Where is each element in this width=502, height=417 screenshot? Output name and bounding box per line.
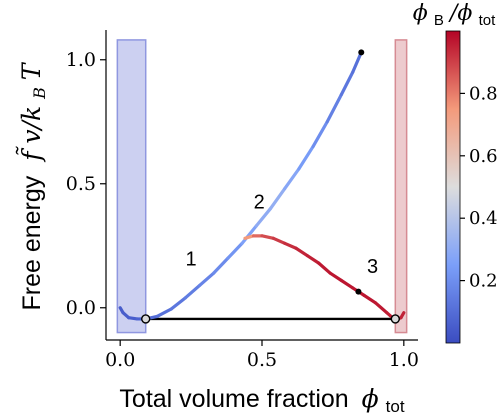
colorbar-gradient: [445, 30, 461, 344]
curve-segment: [399, 311, 406, 320]
y-axis-label-subscript: B: [30, 87, 49, 100]
x-axis-label-symbol: ϕ: [362, 384, 379, 413]
data-point: [358, 49, 365, 56]
curve-segment: [212, 256, 230, 275]
curve-segment: [294, 246, 309, 258]
curve-segment: [260, 234, 275, 240]
curve-segment: [283, 241, 298, 250]
curve-segment: [317, 261, 332, 275]
curve-segment: [311, 120, 329, 149]
y-tick-label: 0.5: [66, 173, 96, 195]
curve-segment: [198, 271, 216, 288]
curve-segment: [240, 224, 258, 245]
x-tick-label: 0.5: [247, 349, 277, 371]
curve-segment: [362, 293, 378, 305]
axes-frame: [105, 30, 418, 341]
colorbar-label-symbol-2: /ϕ: [448, 1, 472, 26]
annotation-label: 3: [367, 256, 378, 278]
phase-band: [116, 39, 147, 334]
curve-segment: [328, 271, 344, 283]
curve-segment: [351, 50, 363, 74]
y-tick-label: 0.0: [66, 297, 96, 319]
binodal-point: [141, 314, 151, 324]
curve-segment: [271, 236, 287, 245]
y-axis-label-tail: T: [17, 61, 46, 80]
x-tick-label: 1.0: [389, 349, 419, 371]
colorbar-tick-label: 0.6: [469, 146, 498, 167]
phase-bands: [116, 39, 408, 334]
curve-segment: [325, 92, 344, 124]
curve-segment: [339, 70, 355, 97]
curve-segment: [268, 187, 287, 211]
colorbar-label-symbol-1: ϕ: [413, 1, 428, 26]
data-point: [355, 288, 362, 295]
y-axis-label-text: Free energy: [18, 175, 46, 310]
x-axis-label-subscript: tot: [386, 397, 405, 416]
y-tick-label: 1.0: [66, 49, 96, 71]
x-axis-label-text: Total volume fraction: [119, 385, 348, 413]
y-axis-label: Free energy f̃ v/k B T: [17, 61, 51, 310]
annotation-label: 2: [254, 192, 265, 214]
colorbar-ticks: 0.2 0.4 0.6 0.8: [460, 83, 498, 292]
curve-segment: [305, 254, 321, 265]
y-axis-ticks: 0.0 0.5 1.0: [66, 49, 106, 319]
phase-band: [394, 39, 408, 334]
x-tick-label: 0.0: [105, 349, 135, 371]
curve-segment: [155, 307, 173, 319]
annotation-label: 1: [186, 249, 197, 271]
curve-segment: [183, 283, 202, 300]
curve-segment: [283, 167, 301, 191]
curve-segment: [339, 278, 355, 290]
curve-segment: [226, 241, 244, 260]
colorbar: 0.2 0.4 0.6 0.8 ϕ B /ϕ tot: [413, 0, 498, 344]
colorbar-tick-label: 0.2: [469, 271, 498, 292]
colorbar-tick-label: 0.4: [469, 208, 498, 229]
curve-segment: [297, 144, 315, 171]
curve-segment: [254, 206, 273, 228]
colorbar-label-sub-1: B: [434, 12, 444, 29]
colorbar-label-sub-2: tot: [479, 12, 497, 29]
colorbar-label: ϕ B /ϕ tot: [413, 0, 496, 30]
curve-segment: [169, 296, 188, 311]
annotations: 1 2 3: [186, 192, 379, 278]
curve-segment: [373, 301, 389, 315]
x-axis-label: Total volume fraction ϕ tot: [119, 384, 404, 416]
x-axis-ticks: 0.0 0.5 1.0: [105, 340, 419, 371]
y-axis-label-symbol: f̃ v/k: [17, 106, 46, 163]
colorbar-tick-label: 0.8: [469, 83, 498, 104]
free-energy-curves: [118, 50, 406, 321]
binodal-point: [390, 314, 401, 324]
markers: [141, 49, 401, 324]
